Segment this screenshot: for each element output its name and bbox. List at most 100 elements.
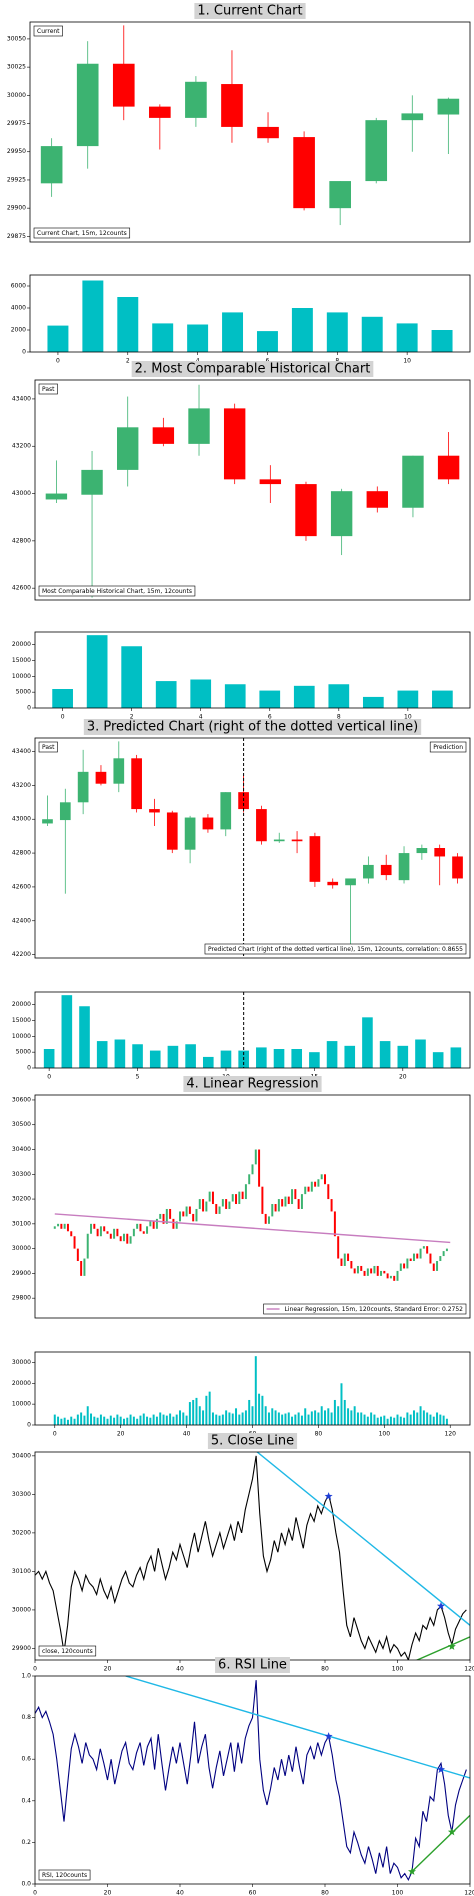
bar [277, 1412, 280, 1425]
bar [119, 1416, 122, 1425]
bar [347, 1408, 350, 1425]
bar [146, 1416, 149, 1425]
bar [238, 1414, 241, 1425]
candle-body [437, 98, 460, 115]
x-tick-label: 0 [33, 1890, 37, 1896]
plot-frame [34, 1351, 471, 1426]
candle-body [149, 106, 171, 118]
candle-body [251, 1164, 254, 1175]
candle-body [257, 126, 279, 139]
candle-body [208, 1191, 211, 1202]
legend-box [38, 1869, 91, 1881]
candle-body [106, 1231, 109, 1234]
bar [291, 1049, 303, 1068]
bar [99, 1414, 102, 1425]
candle-body [139, 1223, 142, 1232]
y-tick-label: 30600 [12, 1096, 31, 1103]
bar [366, 1416, 369, 1425]
legend-text: Past [42, 744, 55, 751]
bar [76, 1414, 79, 1425]
bar [412, 1410, 415, 1425]
candle-body [412, 1253, 415, 1262]
chart-title: 2. Most Comparable Historical Chart [135, 362, 371, 377]
bar [70, 1416, 73, 1425]
bar [231, 1413, 234, 1425]
x-tick-label: 0 [53, 1431, 57, 1438]
bar [79, 1006, 90, 1068]
candle-body [73, 1236, 76, 1249]
candle-body [113, 758, 125, 784]
bar [353, 1406, 356, 1425]
candle-body [273, 839, 285, 842]
bar [271, 1408, 274, 1425]
legend-text: close, 120counts [42, 1648, 93, 1655]
candle-body [220, 792, 232, 830]
candle-body [80, 1261, 83, 1276]
plot-frame [34, 1675, 471, 1885]
bar [314, 1410, 317, 1425]
bar [259, 690, 281, 708]
bar [294, 1414, 297, 1425]
candle-body [258, 1149, 261, 1187]
bar [397, 1045, 409, 1068]
x-tick-label: 20 [117, 1431, 125, 1438]
bar [190, 679, 212, 708]
candle-body [86, 1233, 89, 1259]
candle-body [294, 1189, 297, 1200]
line [35, 1455, 467, 1660]
candle-body [274, 1204, 277, 1212]
candle-body [241, 1191, 244, 1200]
legend-text: Current [37, 28, 60, 35]
y-tick-label: 29900 [12, 1270, 31, 1277]
candle-body [329, 181, 351, 209]
bar [326, 1041, 338, 1068]
legend-box [38, 1645, 97, 1657]
candle-body [231, 1194, 234, 1202]
bar [258, 1393, 261, 1425]
title-box [131, 361, 374, 377]
candle-body [225, 1199, 228, 1209]
bar [304, 1408, 307, 1425]
bar [409, 1414, 412, 1425]
title-box [183, 1076, 322, 1092]
plot-area [47, 280, 453, 352]
candle-body [327, 881, 339, 886]
x-tick-label: 40 [176, 1666, 184, 1673]
x-tick-label: 100 [392, 1666, 404, 1673]
x-tick-label: 80 [315, 1431, 323, 1438]
bar [380, 1416, 383, 1425]
y-tick-label: 10000 [12, 673, 31, 680]
y-tick-label: 29900 [7, 205, 26, 212]
candle-body [162, 1213, 165, 1224]
candle-body [223, 408, 246, 480]
candle-body [416, 1253, 419, 1259]
candle-body [330, 1199, 333, 1212]
bar [406, 1412, 409, 1425]
candle-body [166, 812, 178, 850]
bar [376, 1417, 379, 1425]
y-tick-label: 42800 [12, 537, 31, 544]
star-marker [408, 1867, 416, 1875]
candle-body [264, 1213, 267, 1224]
bar [426, 1412, 429, 1425]
y-tick-label: 30200 [12, 1529, 31, 1536]
bar [235, 1408, 238, 1425]
bar [360, 1412, 363, 1425]
bar [379, 1041, 391, 1068]
legend-text: Most Comparable Historical Chart, 15m, 1… [42, 588, 192, 595]
y-tick-label: 30025 [7, 64, 26, 71]
bar [188, 1402, 191, 1425]
candle-body [93, 1223, 96, 1229]
candle-body [297, 1199, 300, 1209]
candle-body [66, 1223, 69, 1232]
candle-body [256, 809, 267, 842]
star-marker [324, 1492, 333, 1500]
bar [397, 690, 419, 708]
x-tick-label: 10 [403, 358, 411, 365]
x-tick-label: 120 [464, 1666, 474, 1673]
candle-body [432, 1263, 435, 1271]
y-tick-label: 43400 [12, 395, 31, 402]
y-tick-label: 30050 [7, 35, 26, 42]
candle-body [434, 848, 446, 857]
candle-body [439, 1256, 442, 1262]
